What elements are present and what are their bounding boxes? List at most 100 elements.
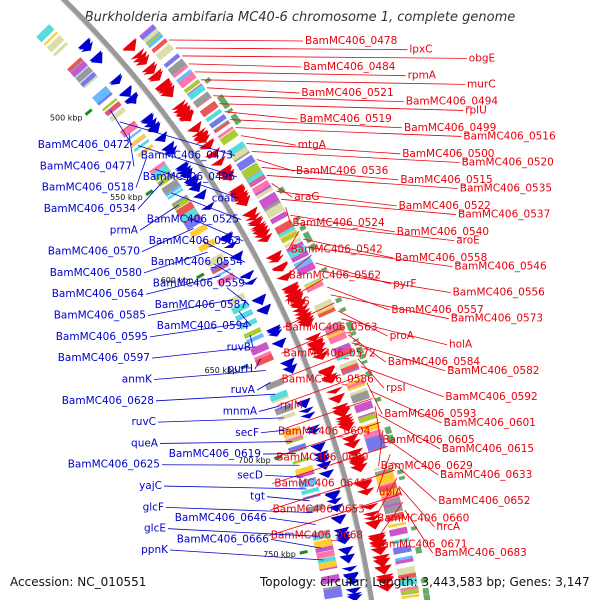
- gene-label: BamMC406_0521: [301, 87, 393, 99]
- gene-feature: [391, 537, 410, 545]
- gene-label: BamMC406_0553: [149, 235, 241, 247]
- gene-feature: [253, 350, 272, 361]
- gene-arrow: [305, 427, 322, 434]
- gene-feature: [265, 202, 284, 216]
- gene-arrow: [186, 120, 202, 133]
- gene-label: BamMC406_0472: [38, 139, 130, 151]
- gene-arrow: [204, 147, 220, 158]
- gene-label: prmA: [110, 224, 139, 236]
- gene-feature: [157, 172, 174, 185]
- label-connector: [294, 222, 455, 241]
- label-connector: [207, 87, 300, 94]
- label-connector: [284, 278, 324, 302]
- gene-feature: [324, 591, 343, 600]
- gene-feature: [43, 31, 58, 46]
- gene-label: BamMC406_0605: [382, 434, 474, 446]
- gene-feature: [67, 57, 84, 73]
- gene-label: BamMC406_0563: [285, 321, 377, 333]
- gene-feature: [240, 319, 258, 330]
- gene-label: BamMC406_0520: [462, 156, 554, 168]
- topology-label: Topology: circular; Length: 3,443,583 bp…: [260, 575, 590, 589]
- label-connector: [281, 198, 457, 215]
- gene-label: BamMC406_0604: [278, 426, 371, 438]
- gene-feature: [83, 75, 98, 89]
- gene-arrow: [369, 542, 388, 549]
- gene-feature: [386, 434, 395, 444]
- gene-feature: [277, 225, 296, 238]
- gene-label: BamMC406_0557: [391, 304, 483, 316]
- gene-feature: [275, 404, 294, 416]
- gene-feature: [36, 24, 53, 41]
- label-connector: [251, 151, 460, 163]
- gene-label: BamMC406_0633: [440, 469, 532, 481]
- gene-arrow: [246, 215, 263, 225]
- gene-label: BamMC406_0554: [151, 256, 244, 268]
- gene-feature: [349, 330, 357, 337]
- gene-label: BamMC406_0556: [453, 287, 546, 299]
- gene-feature: [104, 101, 121, 116]
- gene-arrow: [377, 583, 396, 592]
- label-connector: [275, 398, 373, 432]
- gene-feature: [302, 231, 311, 239]
- gene-label: BamMC406_0580: [50, 267, 142, 279]
- gene-arrow: [140, 113, 154, 125]
- gene-feature: [199, 100, 219, 118]
- gene-arrow: [282, 282, 299, 291]
- gene-arrow: [304, 332, 322, 342]
- gene-feature: [383, 503, 403, 515]
- gene-label: BamMC406_0601: [444, 417, 536, 429]
- gene-feature: [149, 160, 167, 176]
- gene-label: BamMC406_0615: [442, 443, 534, 455]
- label-connector: [319, 270, 451, 294]
- label-connector: [226, 287, 250, 306]
- gene-label: BamMC406_0564: [52, 288, 145, 300]
- gene-arrow: [143, 117, 157, 128]
- label-connector: [119, 121, 236, 157]
- label-connector: [151, 346, 256, 359]
- gene-feature: [258, 191, 279, 208]
- gene-label: mtgA: [298, 139, 327, 151]
- gene-label: BamMC406_0652: [438, 495, 530, 507]
- gene-label: BamMC406_0516: [463, 130, 556, 142]
- gene-feature: [80, 71, 98, 89]
- gene-feature: [354, 402, 374, 414]
- gene-arrow: [191, 126, 206, 138]
- gene-feature: [109, 106, 127, 122]
- gene-arrow: [364, 518, 383, 530]
- tick-mark: [196, 272, 205, 280]
- label-connector: [270, 469, 395, 510]
- gene-feature: [251, 179, 271, 194]
- label-connector: [288, 230, 300, 250]
- label-connector: [377, 414, 440, 450]
- label-connector: [182, 55, 467, 59]
- gene-feature: [92, 86, 111, 104]
- gene-feature: [339, 306, 347, 313]
- gene-feature: [358, 353, 366, 360]
- label-connector: [290, 214, 395, 233]
- gene-feature: [422, 587, 430, 595]
- gene-feature: [300, 486, 320, 496]
- label-connector: [256, 159, 295, 172]
- gene-feature: [46, 34, 65, 53]
- label-connector: [165, 506, 313, 514]
- gene-feature: [192, 91, 212, 108]
- gene-feature: [101, 97, 118, 112]
- label-connector: [357, 358, 385, 389]
- label-connector: [341, 318, 448, 346]
- gene-arrow: [229, 250, 244, 261]
- tick-mark: [84, 108, 93, 116]
- gene-feature: [249, 341, 270, 356]
- gene-feature: [75, 66, 94, 84]
- gene-feature: [167, 187, 184, 200]
- label-connector: [169, 549, 324, 561]
- gene-feature: [217, 274, 236, 287]
- label-connector: [281, 326, 346, 354]
- tick-label: 750 kbp: [263, 550, 296, 559]
- label-connector: [186, 216, 244, 242]
- gene-label: BamMC406_0666: [177, 533, 270, 545]
- label-connector: [271, 183, 293, 198]
- gene-feature: [214, 267, 232, 279]
- gene-arrow: [300, 411, 316, 419]
- gene-label: BamMC406_0592: [445, 391, 537, 403]
- forward-strand-cogs: [139, 24, 420, 600]
